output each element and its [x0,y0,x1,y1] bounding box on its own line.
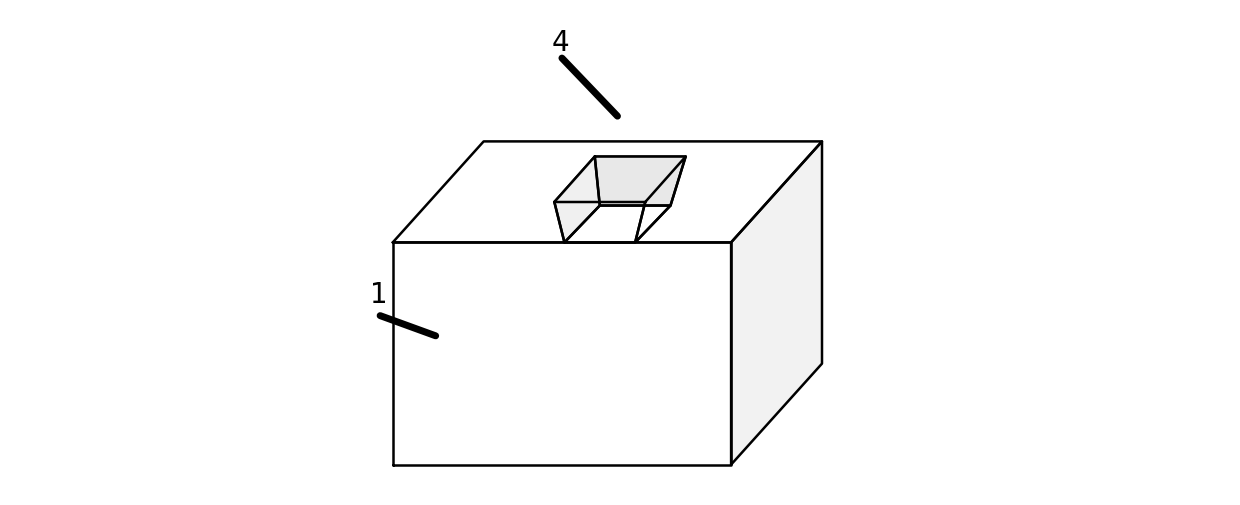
Polygon shape [554,157,686,202]
Text: 1: 1 [370,281,387,310]
Polygon shape [393,242,732,465]
Polygon shape [635,157,686,242]
Polygon shape [554,157,600,242]
Polygon shape [564,206,671,242]
Polygon shape [732,141,822,465]
Text: 4: 4 [552,29,569,57]
Polygon shape [595,157,686,206]
Polygon shape [393,141,822,242]
Polygon shape [554,202,645,242]
